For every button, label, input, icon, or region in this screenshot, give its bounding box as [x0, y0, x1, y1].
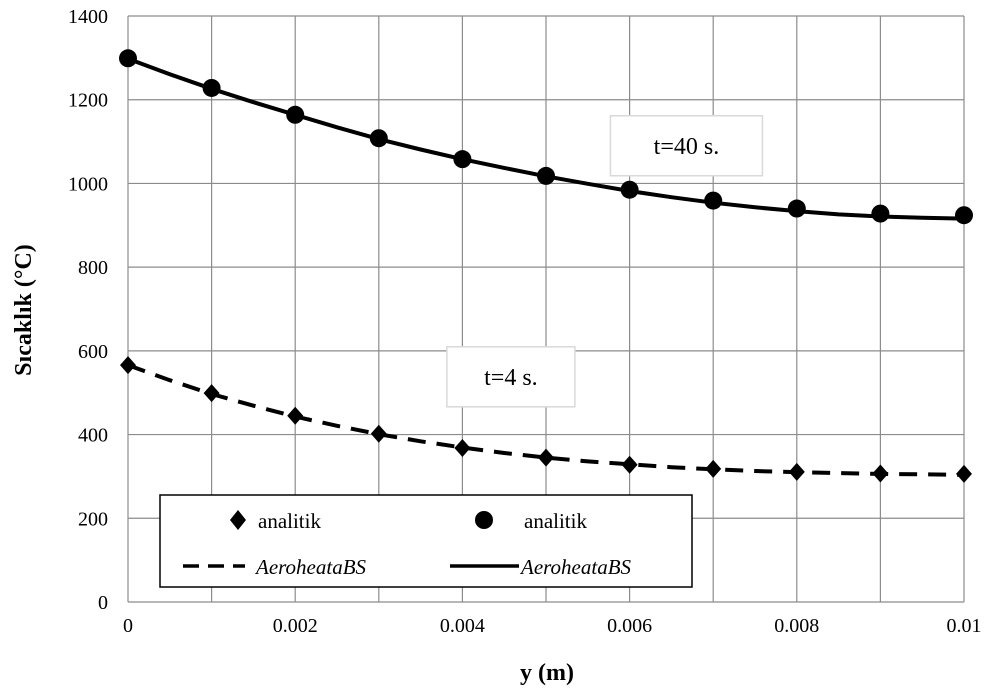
data-point-diamond [956, 464, 972, 483]
data-point-diamond [120, 356, 136, 375]
y-tick-label: 0 [98, 592, 108, 614]
data-point-diamond [621, 455, 638, 474]
annotation-box [609, 115, 764, 177]
legend-label-aeroheatabs-solid: AeroheataBS [519, 555, 632, 579]
series-line-dashed [127, 363, 965, 477]
series-layer [119, 49, 973, 483]
legend-marker-circle [475, 511, 493, 529]
x-tick-label: 0.008 [774, 615, 819, 637]
legend-box [159, 494, 693, 588]
data-point-circle [119, 49, 137, 68]
annotation-label: t=40 s. [654, 134, 720, 160]
axes [127, 16, 964, 603]
annotations: t=40 s. t=4 s. [446, 115, 764, 408]
legend-label-analitik-circle: analitik [524, 509, 587, 533]
annotation-box [446, 346, 576, 408]
data-point-diamond [203, 384, 220, 403]
legend-label-analitik-diamond: analitik [258, 509, 321, 533]
data-point-circle [620, 180, 639, 199]
x-tick-label: 0.006 [607, 615, 652, 637]
annotation-label: t=4 s. [484, 365, 538, 391]
data-point-circle [286, 105, 305, 124]
x-tick-label: 0.002 [273, 615, 318, 637]
data-point-circle [955, 206, 973, 225]
x-tick-label: 0.01 [947, 615, 982, 637]
y-tick-label: 1200 [68, 90, 108, 112]
legend-label-aeroheatabs-dashed: AeroheataBS [254, 555, 367, 579]
y-tick-label: 800 [78, 257, 108, 279]
y-axis-title: Sıcaklık (°C) [11, 244, 37, 376]
x-axis-title: y (m) [520, 660, 574, 686]
legend: analitik analitik AeroheataBS AeroheataB… [159, 494, 693, 588]
legend-marker-diamond [230, 510, 246, 530]
data-point-circle [871, 204, 890, 223]
data-point-diamond [538, 448, 554, 467]
y-tick-label: 1000 [68, 173, 108, 195]
y-tick-label: 1400 [68, 6, 108, 28]
x-tick-label: 0.004 [440, 615, 485, 637]
y-tick-label: 200 [78, 508, 108, 530]
y-tick-label: 600 [78, 341, 108, 363]
data-point-circle [453, 150, 472, 169]
y-tick-label: 400 [78, 425, 108, 447]
y-axis-ticks: 0 200 400 600 800 1000 1200 1400 [68, 6, 108, 614]
data-point-diamond [454, 438, 471, 457]
data-point-circle [202, 78, 221, 97]
data-point-circle [787, 199, 806, 218]
x-tick-label: 0 [123, 615, 133, 637]
data-point-circle [369, 129, 388, 148]
data-point-circle [704, 191, 723, 210]
data-point-diamond [287, 406, 304, 425]
data-point-diamond [370, 424, 387, 443]
data-point-diamond [872, 464, 889, 483]
x-axis-ticks: 0 0.002 0.004 0.006 0.008 0.01 [123, 615, 982, 637]
data-point-circle [537, 166, 555, 185]
data-point-diamond [788, 462, 805, 481]
data-point-diamond [705, 459, 722, 478]
